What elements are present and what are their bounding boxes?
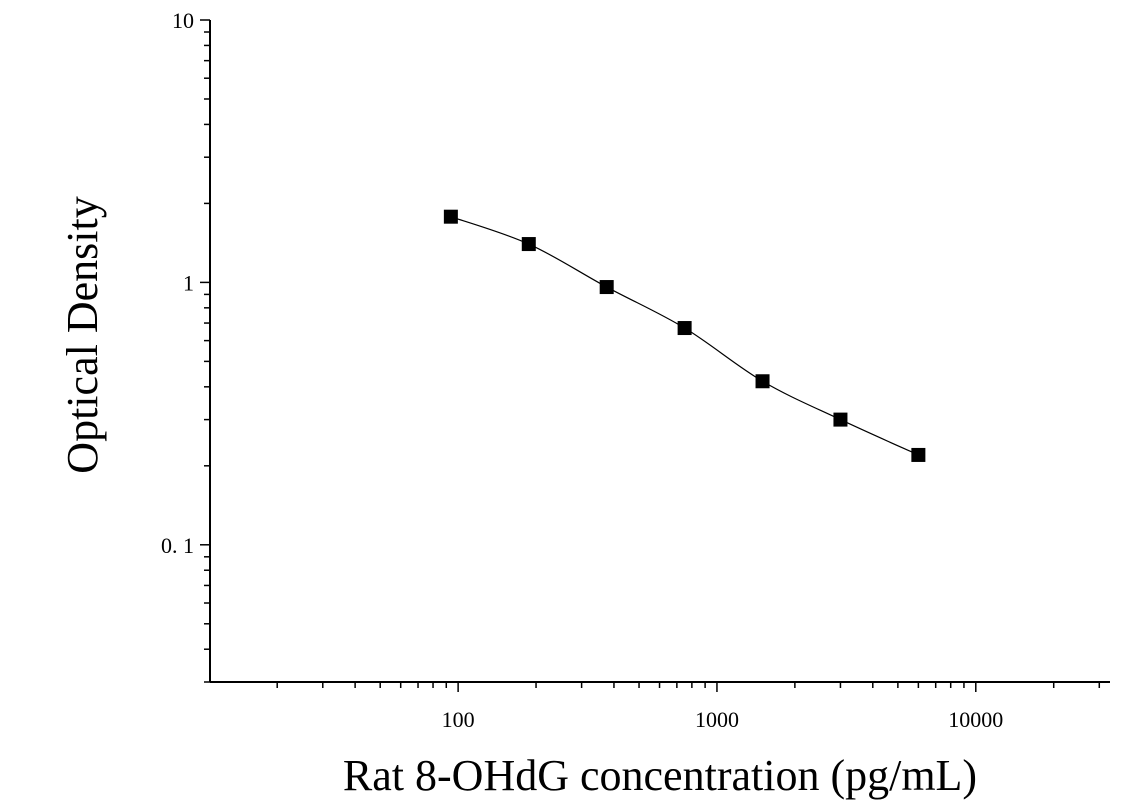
x-tick-label: 10000: [948, 707, 1003, 732]
axes: [200, 19, 1110, 692]
y-axis-title: Optical Density: [58, 196, 107, 473]
tick-labels-layer: 0. 1 1 10 100 1000 10000: [161, 8, 1003, 732]
data-point: [755, 374, 770, 389]
x-tick-label: 1000: [695, 707, 739, 732]
x-axis-title: Rat 8-OHdG concentration (pg/mL): [343, 751, 977, 800]
x-tick-label: 100: [442, 707, 475, 732]
data-points-layer: [443, 209, 926, 462]
data-point: [521, 237, 536, 252]
data-point: [599, 280, 614, 295]
fit-curve-layer: [450, 216, 919, 456]
data-point: [443, 209, 458, 224]
data-point: [911, 447, 926, 462]
y-tick-label: 0. 1: [161, 533, 194, 558]
data-point: [677, 321, 692, 336]
y-tick-label: 1: [183, 270, 194, 295]
y-tick-label: 10: [172, 8, 194, 33]
data-point: [833, 412, 848, 427]
fit-curve: [450, 216, 919, 456]
